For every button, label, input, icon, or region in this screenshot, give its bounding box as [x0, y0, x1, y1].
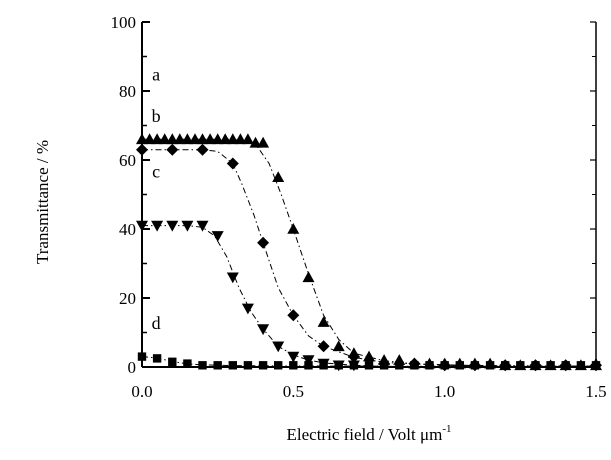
marker-b: [257, 236, 270, 249]
series-label-b: b: [152, 106, 161, 126]
marker-d: [455, 361, 464, 370]
x-tick-label: 1.0: [434, 382, 455, 401]
marker-b: [166, 143, 179, 156]
marker-c: [226, 272, 239, 284]
marker-d: [183, 359, 192, 368]
tick-labels: 0 20 40 60 80 100 0.0 0.5 1.0 1.5: [111, 13, 607, 401]
marker-b: [317, 340, 330, 353]
marker-a: [332, 340, 345, 352]
x-axis-label-superscript: -1: [442, 423, 451, 435]
marker-d: [485, 361, 495, 370]
y-tick-label: 20: [119, 289, 136, 308]
marker-d: [213, 361, 222, 370]
marker-a: [204, 133, 217, 145]
fit-lines: [141, 138, 597, 368]
series-labels: a b c d: [152, 65, 161, 333]
marker-d: [364, 361, 374, 370]
marker-d: [243, 361, 253, 370]
marker-a: [151, 133, 164, 145]
marker-a: [219, 133, 232, 145]
marker-c: [181, 220, 194, 232]
x-tick-label: 1.5: [585, 382, 606, 401]
marker-b: [196, 143, 209, 156]
marker-a: [158, 133, 171, 145]
marker-a: [196, 133, 209, 145]
marker-b: [287, 309, 300, 322]
marker-a: [363, 350, 375, 362]
marker-a: [287, 223, 300, 234]
marker-c: [166, 220, 179, 232]
marker-d: [168, 357, 177, 366]
marker-b: [226, 157, 239, 170]
x-tick-label: 0.0: [131, 382, 152, 401]
marker-c: [151, 220, 164, 232]
x-axis-label-text: Electric field / Volt μm: [287, 425, 443, 444]
y-axis-label: Transmittance / %: [33, 140, 52, 264]
marker-d: [576, 361, 586, 370]
marker-c: [196, 220, 209, 232]
marker-d: [137, 352, 147, 361]
marker-c: [136, 220, 148, 232]
series-label-a: a: [152, 65, 160, 85]
marker-a: [272, 171, 285, 182]
marker-a: [249, 136, 262, 148]
marker-b: [136, 143, 148, 156]
fit-line-a: [142, 138, 597, 367]
y-tick-label: 60: [119, 151, 136, 170]
marker-a: [302, 271, 315, 283]
y-tick-label: 40: [119, 220, 136, 239]
marker-a: [241, 133, 254, 145]
marker-d: [152, 354, 162, 363]
marker-d: [304, 361, 313, 370]
fit-line-d: [141, 356, 596, 367]
marker-d: [395, 361, 404, 370]
marker-d: [274, 361, 283, 370]
marker-a: [317, 316, 330, 327]
series-label-d: d: [152, 313, 161, 333]
fit-line-b: [142, 149, 597, 367]
data-markers: [136, 133, 602, 372]
y-tick-label: 100: [111, 13, 137, 32]
marker-a: [136, 133, 148, 145]
y-tick-label: 0: [128, 358, 137, 377]
plot-frame: [141, 21, 597, 368]
x-tick-label: 0.5: [283, 382, 304, 401]
y-tick-label: 80: [119, 82, 136, 101]
marker-c: [287, 351, 300, 363]
series-label-c: c: [152, 161, 160, 181]
marker-b: [347, 350, 360, 363]
marker-a: [181, 133, 194, 145]
marker-a: [226, 133, 239, 145]
marker-d: [425, 361, 434, 370]
marker-a: [257, 136, 270, 148]
marker-d: [334, 361, 343, 370]
marker-d: [516, 361, 525, 370]
marker-c: [211, 231, 224, 242]
marker-a: [173, 133, 186, 145]
marker-c: [272, 341, 285, 353]
marker-c: [302, 355, 315, 367]
marker-c: [241, 303, 254, 315]
axis-ticks: [141, 21, 597, 368]
marker-c: [257, 324, 270, 336]
marker-d: [546, 361, 555, 370]
x-axis-label: Electric field / Volt μm-1: [287, 423, 452, 444]
